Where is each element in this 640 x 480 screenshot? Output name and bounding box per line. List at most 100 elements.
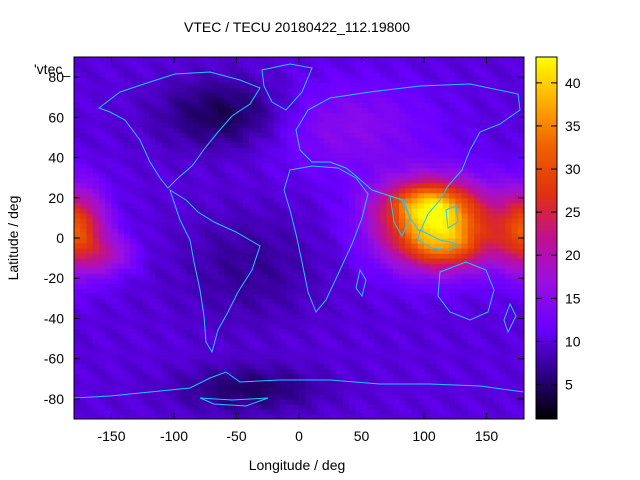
heatmap-cell (130, 107, 138, 113)
heatmap-cell (211, 62, 219, 68)
heatmap-cell (230, 232, 238, 239)
heatmap-cell (355, 363, 363, 370)
heatmap-cell (155, 408, 163, 415)
heatmap-cell (180, 162, 188, 169)
heatmap-cell (417, 152, 425, 159)
heatmap-cell (317, 197, 325, 204)
heatmap-cell (205, 378, 213, 385)
heatmap-cell (330, 227, 338, 234)
heatmap-cell (105, 273, 113, 279)
heatmap-cell (499, 62, 506, 68)
heatmap-cell (117, 182, 125, 189)
heatmap-cell (342, 117, 350, 123)
heatmap-cell (286, 67, 294, 73)
heatmap-cell (349, 328, 356, 335)
heatmap-cell (130, 253, 138, 259)
heatmap-cell (205, 293, 213, 299)
heatmap-cell (330, 258, 338, 264)
heatmap-cell (92, 398, 100, 405)
heatmap-cell (486, 142, 494, 149)
heatmap-cell (142, 137, 150, 144)
heatmap-cell (380, 82, 388, 88)
heatmap-cell (236, 127, 244, 134)
heatmap-cell (161, 162, 169, 169)
heatmap-cell (299, 253, 306, 259)
heatmap-cell (355, 383, 363, 390)
heatmap-cell (80, 197, 88, 204)
heatmap-cell (324, 132, 331, 139)
heatmap-cell (199, 278, 206, 284)
heatmap-cell (167, 192, 175, 199)
heatmap-cell (174, 207, 181, 214)
heatmap-cell (486, 328, 494, 335)
heatmap-cell (74, 273, 81, 279)
heatmap-cell (211, 358, 219, 365)
heatmap-cell (167, 398, 175, 405)
heatmap-cell (330, 323, 338, 330)
heatmap-cell (361, 62, 369, 68)
heatmap-cell (124, 398, 131, 405)
heatmap-cell (342, 328, 350, 335)
heatmap-cell (192, 142, 200, 149)
heatmap-cell (299, 227, 306, 234)
heatmap-cell (117, 373, 125, 380)
heatmap-cell (180, 57, 188, 63)
heatmap-cell (330, 222, 338, 229)
heatmap-cell (392, 308, 400, 315)
heatmap-cell (136, 97, 144, 103)
heatmap-cell (174, 232, 181, 239)
heatmap-cell (461, 82, 469, 88)
heatmap-cell (105, 373, 113, 380)
heatmap-cell (180, 127, 188, 134)
heatmap-cell (355, 67, 363, 73)
heatmap-cell (92, 167, 100, 174)
heatmap-cell (305, 222, 313, 229)
heatmap-cell (142, 202, 150, 209)
heatmap-cell (430, 222, 438, 229)
heatmap-cell (336, 383, 344, 390)
heatmap-cell (399, 227, 406, 234)
heatmap-cell (249, 227, 256, 234)
heatmap-cell (299, 232, 306, 239)
heatmap-cell (111, 162, 119, 169)
heatmap-cell (249, 187, 256, 194)
heatmap-cell (267, 343, 275, 350)
heatmap-cell (280, 157, 288, 164)
heatmap-cell (167, 157, 175, 164)
heatmap-cell (461, 177, 469, 184)
heatmap-cell (117, 157, 125, 164)
heatmap-cell (205, 112, 213, 118)
heatmap-cell (499, 182, 506, 189)
heatmap-cell (242, 202, 250, 209)
heatmap-cell (99, 57, 106, 63)
heatmap-cell (380, 393, 388, 400)
heatmap-cell (280, 348, 288, 355)
heatmap-cell (430, 92, 438, 98)
heatmap-cell (149, 383, 156, 390)
heatmap-cell (342, 283, 350, 289)
heatmap-cell (217, 243, 225, 249)
heatmap-cell (74, 243, 81, 249)
heatmap-cell (199, 177, 206, 184)
heatmap-cell (492, 72, 500, 78)
heatmap-cell (436, 343, 444, 350)
heatmap-cell (424, 177, 431, 184)
heatmap-cell (205, 253, 213, 259)
heatmap-cell (417, 57, 425, 63)
heatmap-cell (111, 222, 119, 229)
heatmap-cell (430, 142, 438, 149)
heatmap-cell (74, 378, 81, 385)
heatmap-cell (299, 343, 306, 350)
heatmap-cell (361, 72, 369, 78)
heatmap-cell (211, 67, 219, 73)
heatmap-cell (80, 172, 88, 179)
heatmap-cell (349, 268, 356, 274)
heatmap-cell (349, 238, 356, 244)
heatmap-cell (99, 398, 106, 405)
heatmap-cell (111, 378, 119, 385)
heatmap-cell (467, 177, 475, 184)
heatmap-cell (186, 388, 194, 395)
heatmap-cell (280, 258, 288, 264)
heatmap-cell (117, 338, 125, 345)
heatmap-cell (80, 408, 88, 415)
